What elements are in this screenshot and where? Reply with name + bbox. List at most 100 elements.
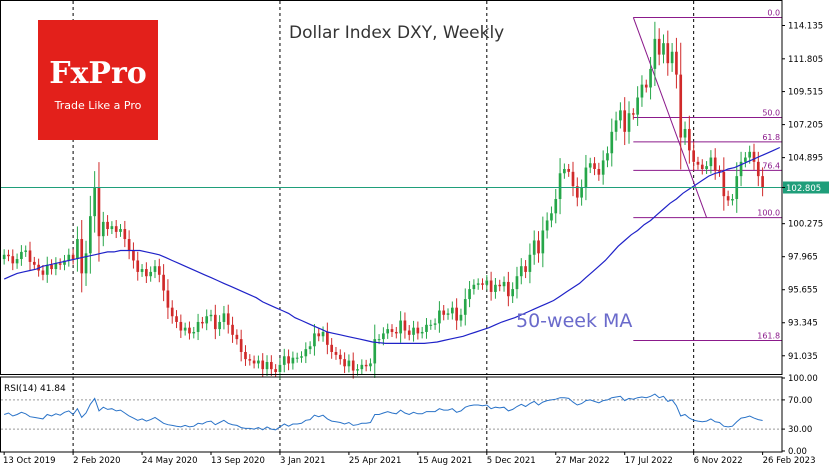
candle-body <box>580 187 583 198</box>
candle-body <box>45 264 49 275</box>
candle-body <box>93 187 96 217</box>
candle-body <box>731 199 734 201</box>
candle-body <box>494 284 497 292</box>
candle-body <box>330 344 334 352</box>
fib-level-label: 61.8 <box>762 133 780 142</box>
candle-body <box>110 226 114 230</box>
candle-body <box>239 339 243 352</box>
candle-body <box>429 324 433 326</box>
candle-body <box>175 316 178 322</box>
y-tick-label: 95.655 <box>788 286 818 296</box>
candle-body <box>709 157 713 167</box>
candle-body <box>584 167 588 188</box>
candle-body <box>157 266 161 275</box>
candle-body <box>407 330 411 335</box>
logo-slogan: Trade Like a Pro <box>54 99 142 112</box>
candle-body <box>300 356 303 358</box>
current-price-label: 102.805 <box>786 184 821 194</box>
candle-body <box>291 357 295 364</box>
candle-body <box>537 240 540 254</box>
candle-body <box>252 360 256 364</box>
candle-body <box>11 256 15 264</box>
candle-body <box>140 269 144 272</box>
y-tick-label: 100.275 <box>788 220 823 230</box>
candle-body <box>326 331 329 345</box>
candle-body <box>610 131 614 154</box>
candle-body <box>601 160 605 175</box>
candle-body <box>390 329 394 332</box>
candle-body <box>450 307 454 314</box>
candle-body <box>244 351 247 360</box>
candle-body <box>696 161 700 165</box>
rsi-panel: 100.00 70.00 30.00 0.00 <box>1 374 818 457</box>
candle-body <box>274 369 277 372</box>
candle-body <box>313 333 316 347</box>
candle-body <box>476 283 480 285</box>
candle-body <box>136 260 140 272</box>
candle-body <box>132 250 135 261</box>
x-tick-label: 27 Mar 2022 <box>556 456 610 466</box>
candle-body <box>394 331 398 334</box>
candle-body <box>412 327 415 335</box>
candle-body <box>222 313 226 322</box>
candle-body <box>489 280 493 292</box>
candle-body <box>97 187 101 237</box>
candle-body <box>101 221 105 237</box>
rsi-tick-label: 30.00 <box>788 425 812 435</box>
candle-body <box>588 163 592 168</box>
candle-body <box>593 163 596 169</box>
candle-body <box>567 168 571 172</box>
candle-body <box>205 316 209 324</box>
candle-body <box>373 339 377 364</box>
y-tick-label: 91.035 <box>788 352 818 362</box>
y-tick-label: 97.965 <box>788 253 818 263</box>
candle-body <box>442 310 446 315</box>
candle-body <box>403 320 407 331</box>
candle-body <box>123 229 127 240</box>
candle-body <box>459 314 463 321</box>
x-tick-label: 3 Jan 2021 <box>280 456 326 466</box>
x-tick-label: 5 Dec 2021 <box>487 456 536 466</box>
candle-body <box>700 164 704 169</box>
candle-body <box>631 113 635 115</box>
chart-title: Dollar Index DXY, Weekly <box>289 23 504 43</box>
candle-body <box>119 229 122 232</box>
candle-body <box>308 346 312 350</box>
candle-body <box>472 284 476 290</box>
candle-body <box>623 110 627 132</box>
candle-body <box>179 321 183 331</box>
candle-body <box>114 226 118 232</box>
candle-body <box>63 260 66 265</box>
candle-body <box>739 161 743 177</box>
candle-body <box>657 38 661 55</box>
x-tick-label: 24 May 2020 <box>142 456 197 466</box>
candle-body <box>756 161 760 177</box>
candle-body <box>511 289 514 297</box>
rsi-tick-label: 70.00 <box>788 396 812 406</box>
candle-body <box>369 363 372 367</box>
candle-body <box>455 307 458 321</box>
y-tick-label: 93.345 <box>788 319 818 329</box>
candle-body <box>226 313 230 325</box>
candlesticks <box>2 21 764 379</box>
candle-body <box>468 289 471 300</box>
candle-body <box>545 220 549 231</box>
candle-body <box>321 331 325 337</box>
candle-body <box>670 51 674 64</box>
candle-body <box>162 274 165 291</box>
candle-body <box>351 360 355 371</box>
candle-body <box>218 321 221 330</box>
candle-body <box>575 186 579 198</box>
y-tick-label: 111.805 <box>788 55 823 65</box>
candle-body <box>28 250 32 262</box>
candle-body <box>80 239 84 274</box>
candle-body <box>752 151 756 162</box>
candle-body <box>416 327 420 334</box>
ma-label: 50-week MA <box>516 310 632 332</box>
rsi-label: RSI(14) 41.84 <box>4 384 66 394</box>
candle-body <box>84 253 88 274</box>
candle-body <box>640 84 644 98</box>
candle-body <box>713 157 717 171</box>
candle-body <box>433 323 437 325</box>
x-tick-label: 6 Nov 2022 <box>694 456 743 466</box>
